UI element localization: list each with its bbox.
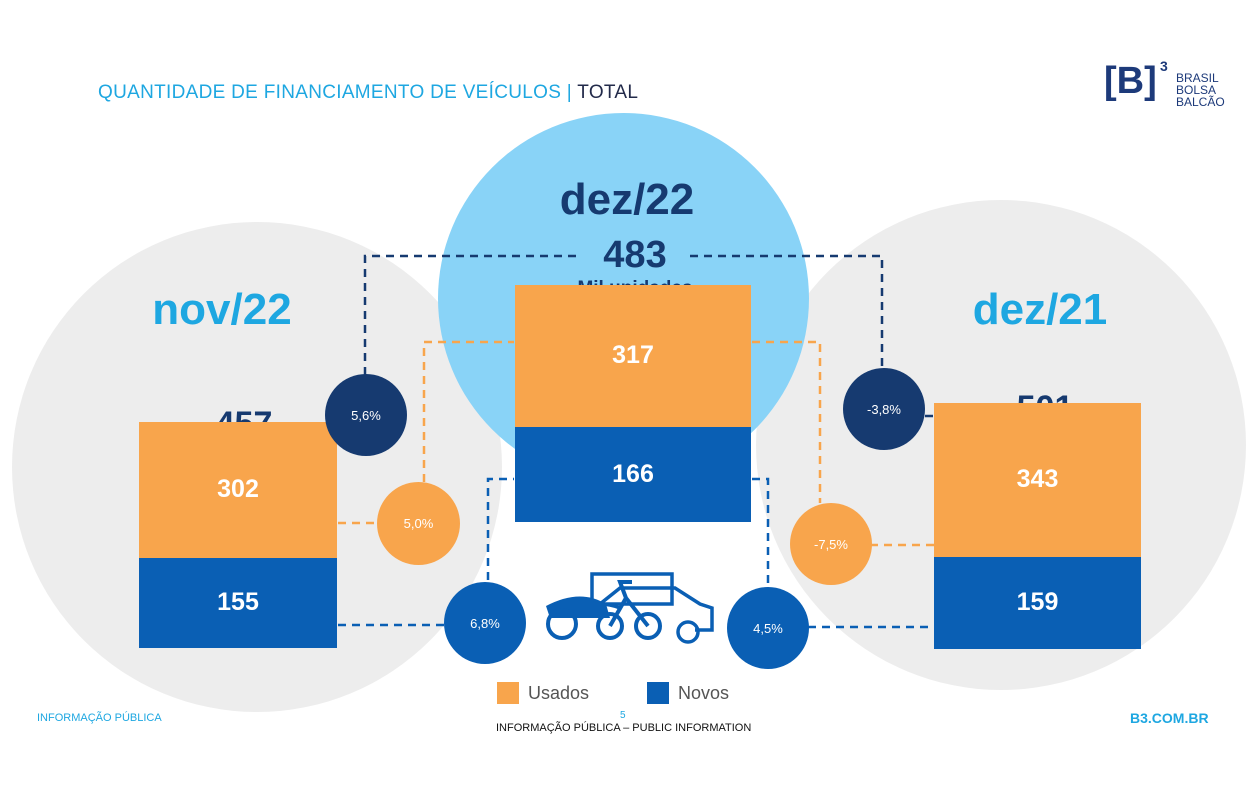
bar-usados-nov22: 302 — [139, 422, 337, 559]
line-usados-right — [752, 340, 822, 503]
bar-usados-dez21-value: 343 — [1016, 465, 1059, 494]
line-novos-right — [752, 477, 770, 588]
b3-logo-sup: 3 — [1160, 58, 1168, 74]
logo-line-2: BOLSA — [1176, 83, 1217, 97]
bubble-total-dez21: -3,8% — [843, 368, 925, 450]
line-usados-left — [422, 340, 514, 482]
bubble-novos-nov22: 6,8% — [444, 582, 526, 664]
label-nov22: nov/22 — [152, 285, 292, 334]
bar-novos-dez22: 166 — [515, 427, 751, 522]
bar-novos-dez21: 159 — [934, 557, 1141, 649]
label-dez21: dez/21 — [972, 285, 1108, 334]
legend-label-novos: Novos — [678, 683, 730, 703]
footer-page-number: 5 — [620, 710, 626, 721]
bar-novos-dez22-value: 166 — [612, 459, 654, 488]
bar-usados-nov22-value: 302 — [217, 475, 259, 504]
footer-left: INFORMAÇÃO PÚBLICA — [37, 712, 162, 724]
legend-swatch-usados — [497, 682, 519, 704]
bar-usados-dez22: 317 — [515, 284, 751, 428]
total-dez22: 483 — [603, 234, 667, 276]
bubble-total-nov22: 5,6% — [325, 374, 407, 456]
bar-usados-dez22-value: 317 — [612, 340, 654, 369]
legend-swatch-novos — [647, 682, 669, 704]
label-dez22: dez/22 — [559, 175, 695, 224]
title-sub: TOTAL — [572, 82, 639, 103]
bar-novos-dez21-value: 159 — [1016, 588, 1059, 617]
bar-novos-nov22-value: 155 — [217, 588, 259, 617]
line-novos-left — [486, 477, 514, 580]
line-total-left — [363, 254, 580, 375]
footer-center: INFORMAÇÃO PÚBLICA – PUBLIC INFORMATION — [496, 722, 752, 734]
page-title: QUANTIDADE DE FINANCIAMENTO DE VEÍCULOS … — [98, 82, 638, 104]
bubble-novos-dez21: 4,5% — [727, 587, 809, 669]
title-main: QUANTIDADE DE FINANCIAMENTO DE VEÍCULOS … — [98, 82, 573, 103]
b3-logo-mark: [B] — [1104, 60, 1157, 102]
footer-right: B3.COM.BR — [1130, 710, 1209, 726]
logo-line-3: BALCÃO — [1176, 95, 1225, 109]
bubble-usados-nov22: 5,0% — [377, 482, 460, 565]
b3-logo-text: BRASIL BOLSA BALCÃO — [1176, 72, 1225, 108]
bar-usados-dez21: 343 — [934, 403, 1141, 558]
line-total-right — [690, 254, 884, 368]
bar-novos-nov22: 155 — [139, 558, 337, 648]
vehicles-icon — [546, 572, 714, 644]
bubble-usados-dez21: -7,5% — [790, 503, 872, 585]
legend-label-usados: Usados — [528, 683, 590, 703]
logo-line-1: BRASIL — [1176, 71, 1219, 85]
